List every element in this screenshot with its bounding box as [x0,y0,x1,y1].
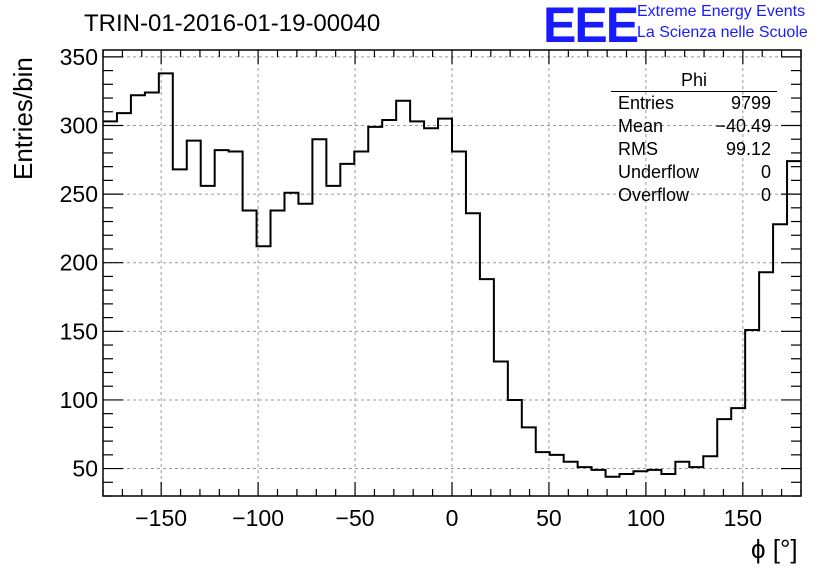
histogram-bin [647,470,661,496]
stats-row-mean: Mean −40.49 [611,115,777,138]
histogram-bin [522,427,536,496]
y-tick-label: 300 [60,112,98,138]
stats-label: RMS [618,139,658,159]
y-axis-label: Entries/bin [8,57,38,180]
histogram-bin [578,467,592,496]
histogram-bin [340,164,354,496]
stats-row-rms: RMS 99.12 [611,138,777,161]
histogram-bin [312,139,326,496]
histogram-bin [215,150,229,496]
histogram-bin [675,462,689,496]
histogram-bin [103,121,117,496]
x-tick-label: −50 [336,505,375,531]
stats-value: 9799 [730,93,771,113]
x-tick-label: 100 [627,505,665,531]
histogram-bin [173,169,187,496]
logo-line-1: Extreme Energy Events [637,3,806,20]
histogram-bin [787,161,801,496]
histogram-bin [494,362,508,496]
histogram-bin [452,152,466,496]
histogram-bin [326,186,340,496]
stats-row-underflow: Underflow 0 [611,161,777,184]
y-tick-label: 200 [60,250,98,276]
eee-logo: EEE [543,0,639,53]
histogram-bin [703,456,717,496]
histogram-bin [117,113,131,496]
histogram-bin [159,73,173,496]
histogram-bin [354,152,368,496]
y-tick-label: 350 [60,44,98,70]
histogram-bin [229,152,243,496]
histogram-bin [564,462,578,496]
stats-label: Underflow [618,162,700,182]
histogram-bin [689,467,703,496]
histogram-bin [536,452,550,496]
histogram-bin [773,224,787,496]
histogram-bin [201,186,215,496]
chart-title: TRIN-01-2016-01-19-00040 [84,10,381,37]
histogram-bin [368,127,382,496]
histogram-bin [438,119,452,496]
stats-row-overflow: Overflow 0 [611,184,777,207]
histogram-bin [145,93,159,496]
histogram-bin [382,120,396,496]
x-tick-label: −100 [232,505,284,531]
y-tick-label: 100 [60,387,98,413]
histogram-bin [550,455,564,496]
histogram-bin [424,128,438,496]
histogram-bin [759,272,773,496]
histogram-bin [298,204,312,496]
x-axis-label: ϕ [°] [751,534,798,564]
x-tick-label: −150 [135,505,187,531]
stats-value: 0 [760,185,771,205]
x-tick-label: 150 [724,505,762,531]
histogram-bin [661,474,675,496]
y-tick-label: 50 [72,456,98,482]
stats-label: Overflow [618,185,690,205]
stats-title: Phi [611,70,777,92]
stats-label: Entries [618,93,675,113]
histogram-bin [410,121,424,496]
y-tick-label: 150 [60,318,98,344]
histogram-bin [284,193,298,496]
histogram-bin [592,470,606,496]
histogram-bin [257,246,271,496]
histogram-bin [717,419,731,496]
histogram-bin [396,101,410,496]
stats-row-entries: Entries 9799 [611,92,777,115]
histogram-bin [271,211,285,496]
histogram-bin [508,400,522,496]
stats-box: Phi Entries 9799 Mean −40.49 RMS 99.12 U… [611,70,777,207]
histogram-bin [466,213,480,496]
histogram-bin [480,279,494,496]
stats-label: Mean [618,116,664,136]
x-tick-label: 0 [446,505,459,531]
histogram-bin [187,141,201,496]
histogram-bin [131,95,145,496]
y-tick-label: 250 [60,181,98,207]
stats-value: 0 [760,162,771,182]
histogram-series [103,72,801,478]
histogram-bin [243,211,257,496]
logo-line-2: La Scienza nelle Scuole [637,24,808,41]
stats-value: −40.49 [715,116,771,136]
stats-value: 99.12 [725,139,771,159]
histogram-bin [745,330,759,496]
x-tick-label: 50 [536,505,562,531]
